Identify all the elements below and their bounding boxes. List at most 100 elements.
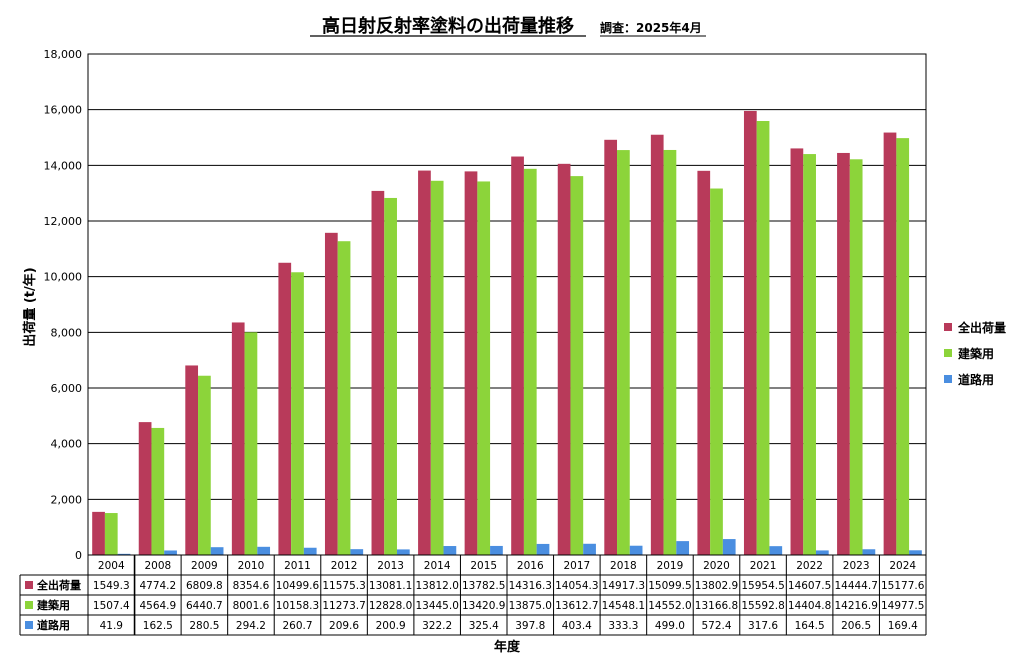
x-tick-label: 2014 bbox=[424, 560, 451, 572]
data-label: 14316.3 bbox=[509, 580, 552, 592]
chart-title: 高日射反射率塗料の出荷量推移 bbox=[322, 15, 574, 37]
data-label: 13875.0 bbox=[509, 600, 552, 612]
bar-2-3 bbox=[257, 546, 271, 555]
bar-0-3 bbox=[231, 322, 245, 555]
y-tick-label: 4,000 bbox=[51, 438, 83, 451]
data-table: 2004 2008 2009 2010 2011 2012 2013 2014 2015 2016… bbox=[19, 554, 927, 636]
y-tick-label: 2,000 bbox=[51, 493, 83, 506]
bar-1-3 bbox=[244, 332, 258, 555]
y-tick-label: 10,000 bbox=[44, 271, 83, 284]
bar-1-5 bbox=[337, 241, 351, 556]
bar-1-15 bbox=[803, 154, 816, 555]
bars bbox=[92, 110, 922, 556]
bar-0-10 bbox=[557, 163, 571, 556]
y-tick-label: 6,000 bbox=[51, 382, 83, 395]
chart-subtitle: 調査：2025年4月 bbox=[600, 20, 702, 35]
bar-1-11 bbox=[617, 150, 630, 555]
bar-2-0 bbox=[117, 553, 131, 555]
bar-0-16 bbox=[837, 152, 850, 555]
legend-entry: 道路用 bbox=[958, 372, 994, 387]
data-label: 317.6 bbox=[748, 620, 778, 632]
bar-2-9 bbox=[536, 543, 550, 555]
data-label: 260.7 bbox=[282, 620, 312, 632]
bar-2-16 bbox=[862, 549, 876, 555]
data-label: 14548.1 bbox=[602, 600, 645, 612]
bar-1-8 bbox=[477, 181, 491, 556]
bar-2-11 bbox=[629, 545, 643, 555]
bar-2-13 bbox=[722, 539, 736, 555]
data-label: 200.9 bbox=[376, 620, 406, 632]
data-label: 14444.7 bbox=[834, 580, 877, 592]
x-tick-label: 2021 bbox=[750, 560, 777, 572]
y-tick-label: 8,000 bbox=[51, 326, 83, 339]
x-tick-label: 2022 bbox=[796, 560, 823, 572]
x-tick-label: 2004 bbox=[98, 560, 125, 572]
bar-1-7 bbox=[430, 180, 444, 556]
data-label: 1507.4 bbox=[93, 600, 130, 612]
data-label: 206.5 bbox=[841, 620, 871, 632]
bar-2-5 bbox=[350, 549, 364, 555]
bar-0-5 bbox=[324, 232, 338, 556]
data-label: 397.8 bbox=[515, 620, 545, 632]
data-label: 572.4 bbox=[701, 620, 731, 632]
bar-0-15 bbox=[790, 148, 804, 556]
bar-1-9 bbox=[523, 168, 537, 555]
x-tick-label: 2008 bbox=[144, 560, 171, 572]
bar-2-17 bbox=[909, 550, 922, 555]
data-label: 325.4 bbox=[469, 620, 499, 632]
bar-2-7 bbox=[443, 546, 457, 555]
data-label: 12828.0 bbox=[369, 600, 412, 612]
bar-1-12 bbox=[663, 149, 677, 555]
legend-swatch bbox=[944, 375, 952, 383]
bar-0-6 bbox=[371, 190, 385, 556]
table-row-label: 全出荷量 bbox=[36, 578, 81, 592]
y-axis-ticks: 0 2,000 4,000 6,000 8,000 10,000 12,000 14,000 1… bbox=[44, 48, 83, 562]
data-label: 169.4 bbox=[888, 620, 918, 632]
bar-1-0 bbox=[104, 513, 118, 555]
x-tick-label: 2019 bbox=[657, 560, 684, 572]
data-label: 333.3 bbox=[608, 620, 638, 632]
data-label: 13612.7 bbox=[555, 600, 598, 612]
data-label: 4774.2 bbox=[139, 580, 176, 592]
data-label: 499.0 bbox=[655, 620, 685, 632]
bar-0-1 bbox=[138, 422, 152, 555]
bar-1-4 bbox=[291, 272, 304, 555]
x-tick-label: 2020 bbox=[703, 560, 730, 572]
bar-0-4 bbox=[278, 262, 292, 555]
data-label: 14216.9 bbox=[834, 600, 877, 612]
bar-1-16 bbox=[849, 159, 863, 556]
x-tick-label: 2023 bbox=[843, 560, 870, 572]
bar-1-14 bbox=[756, 121, 770, 555]
data-label: 14552.0 bbox=[648, 600, 691, 612]
y-tick-label: 18,000 bbox=[44, 48, 83, 61]
bar-0-9 bbox=[511, 156, 524, 555]
table-row-swatch bbox=[25, 601, 33, 609]
y-tick-label: 12,000 bbox=[44, 215, 83, 228]
data-label: 13081.1 bbox=[369, 580, 412, 592]
bar-0-11 bbox=[604, 139, 618, 555]
table-row-swatch bbox=[25, 621, 33, 629]
y-axis-label: 出荷量 (t/年) bbox=[22, 267, 38, 346]
data-label: 11575.3 bbox=[322, 580, 365, 592]
data-label: 15592.8 bbox=[741, 600, 784, 612]
bar-2-4 bbox=[303, 547, 317, 555]
bar-2-8 bbox=[490, 545, 503, 555]
legend-entry: 全出荷量 bbox=[957, 320, 1006, 335]
data-label: 14917.3 bbox=[602, 580, 645, 592]
bar-2-6 bbox=[396, 549, 410, 555]
x-tick-label: 2017 bbox=[563, 560, 590, 572]
data-label: 13812.0 bbox=[415, 580, 458, 592]
data-label: 6440.7 bbox=[186, 600, 223, 612]
legend-swatch bbox=[944, 323, 952, 331]
bar-1-10 bbox=[570, 176, 584, 555]
x-tick-label: 2011 bbox=[284, 560, 311, 572]
table-row-label: 道路用 bbox=[37, 618, 70, 632]
bar-0-13 bbox=[697, 170, 711, 556]
table-row-label: 建築用 bbox=[37, 598, 70, 612]
bar-0-7 bbox=[418, 170, 431, 556]
data-label: 10158.3 bbox=[276, 600, 319, 612]
data-label: 14977.5 bbox=[881, 600, 924, 612]
data-label: 11273.7 bbox=[322, 600, 365, 612]
